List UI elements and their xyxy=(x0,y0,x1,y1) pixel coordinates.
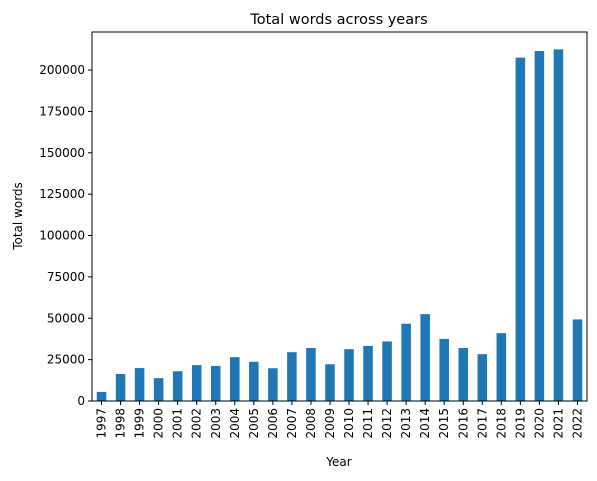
x-tick-label-2006: 2006 xyxy=(266,408,280,439)
bar-2011 xyxy=(363,345,373,401)
x-tick-label-2009: 2009 xyxy=(323,408,337,439)
x-tick-label-2004: 2004 xyxy=(228,408,242,439)
bar-2000 xyxy=(153,378,164,401)
bar-2013 xyxy=(401,323,411,401)
x-tick-label-2002: 2002 xyxy=(190,408,204,439)
x-tick-label-1999: 1999 xyxy=(133,408,147,439)
y-tick-label-75000: 75000 xyxy=(47,270,85,284)
x-tick-label-2012: 2012 xyxy=(380,408,394,439)
bar-2021 xyxy=(553,49,564,402)
y-tick-label-0: 0 xyxy=(77,394,85,408)
bar-2008 xyxy=(306,348,316,401)
x-tick-label-2015: 2015 xyxy=(437,408,451,439)
x-tick-label-2007: 2007 xyxy=(285,408,299,439)
bar-2018 xyxy=(496,333,507,401)
y-axis: 0 25000 50000 75000 100000 125000 150000 175000… xyxy=(39,63,92,408)
x-tick-label-2000: 2000 xyxy=(152,408,166,439)
x-tick-label-2003: 2003 xyxy=(209,408,223,439)
bar-2014 xyxy=(420,314,430,401)
bar-2002 xyxy=(191,365,202,401)
x-tick-label-2008: 2008 xyxy=(304,408,318,439)
x-tick-label-2021: 2021 xyxy=(551,408,565,439)
x-tick-label-1997: 1997 xyxy=(95,408,109,439)
bar-2005 xyxy=(249,361,259,401)
bars-layer xyxy=(96,49,583,402)
bar-2003 xyxy=(210,365,221,401)
bar-2016 xyxy=(458,348,469,401)
x-tick-label-2022: 2022 xyxy=(570,408,584,439)
bar-1997 xyxy=(96,391,107,401)
x-tick-label-2001: 2001 xyxy=(171,408,185,439)
bar-2019 xyxy=(515,57,526,402)
bar-1999 xyxy=(134,368,145,401)
bar-1998 xyxy=(115,374,126,401)
x-tick-label-2011: 2011 xyxy=(361,408,375,439)
bar-2010 xyxy=(344,349,354,401)
bar-2007 xyxy=(287,352,297,401)
y-tick-label-200000: 200000 xyxy=(39,63,85,77)
x-tick-label-2019: 2019 xyxy=(513,408,527,439)
x-tick-label-2005: 2005 xyxy=(247,408,261,439)
bar-2009 xyxy=(325,364,335,401)
x-tick-label-2014: 2014 xyxy=(418,408,432,439)
bar-2004 xyxy=(230,357,240,401)
y-tick-label-175000: 175000 xyxy=(39,104,85,118)
bar-2022 xyxy=(572,319,583,401)
x-tick-label-2013: 2013 xyxy=(399,408,413,439)
y-tick-label-150000: 150000 xyxy=(39,146,85,160)
x-axis: 1997 1998 1999 2000 2001 2002 2003 2004 2005 2006… xyxy=(95,401,584,439)
bar-2006 xyxy=(268,368,278,401)
y-tick-label-125000: 125000 xyxy=(39,187,85,201)
x-tick-label-2020: 2020 xyxy=(532,408,546,439)
bar-2001 xyxy=(172,371,183,401)
chart-title: Total words across years xyxy=(249,12,427,28)
x-tick-label-2017: 2017 xyxy=(475,408,489,439)
y-tick-label-50000: 50000 xyxy=(47,311,85,325)
y-tick-label-100000: 100000 xyxy=(39,229,85,243)
x-tick-label-2018: 2018 xyxy=(494,408,508,439)
y-tick-label-25000: 25000 xyxy=(47,353,85,367)
bar-2020 xyxy=(534,51,545,401)
x-tick-label-1998: 1998 xyxy=(114,408,128,439)
bar-2015 xyxy=(439,338,449,401)
y-axis-label: Total words xyxy=(11,182,25,251)
x-tick-label-2016: 2016 xyxy=(456,408,470,439)
x-axis-label: Year xyxy=(325,455,351,469)
bar-2017 xyxy=(477,354,488,401)
x-tick-label-2010: 2010 xyxy=(342,408,356,439)
bar-2012 xyxy=(382,341,392,401)
plot-frame xyxy=(91,31,588,402)
